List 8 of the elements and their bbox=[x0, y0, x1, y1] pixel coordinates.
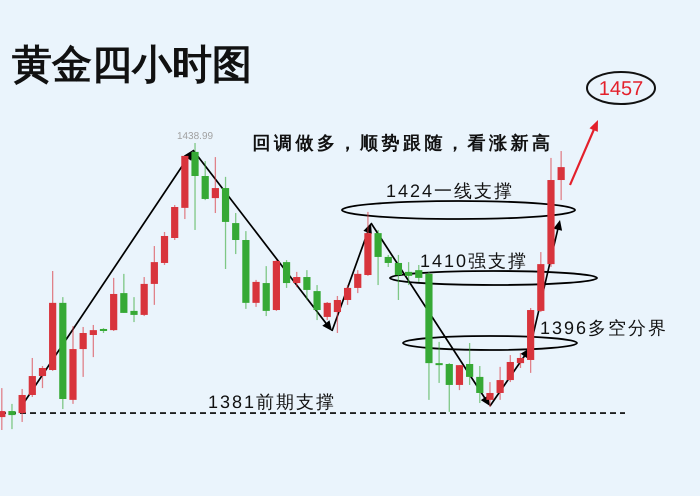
annotation: 1396多空分界 bbox=[540, 318, 668, 338]
annotation: 1410强支撑 bbox=[420, 251, 528, 271]
title: 黄金四小时图 bbox=[12, 43, 252, 87]
annotation: 1457 bbox=[598, 78, 644, 100]
ref-label: 1381前期支撑 bbox=[208, 392, 336, 412]
annotation: 回调做多，顺势跟随，看涨新高 bbox=[252, 133, 554, 153]
annotation: 1438.99 bbox=[176, 131, 214, 142]
annotation: 1424一线支撑 bbox=[386, 181, 514, 201]
